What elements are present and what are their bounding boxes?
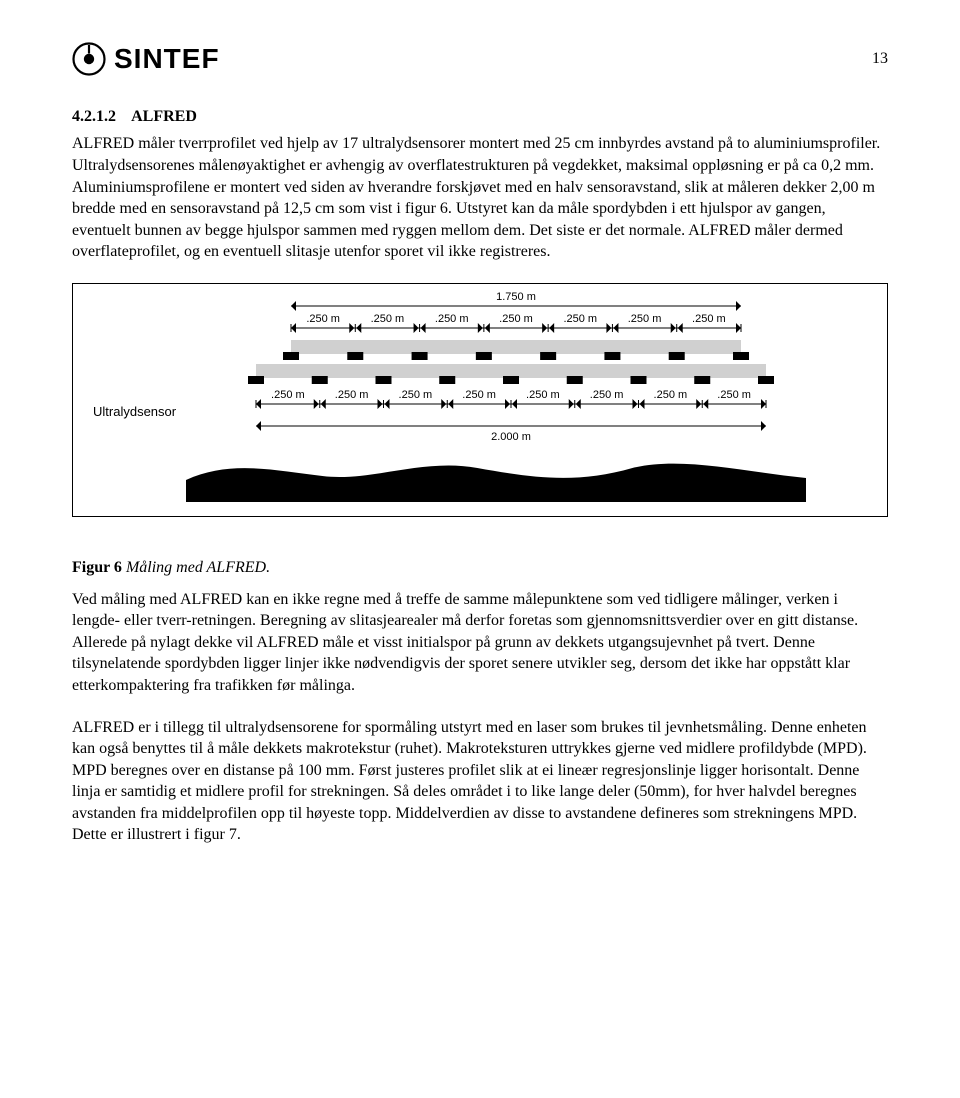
page-number: 13 bbox=[872, 48, 888, 70]
section-heading: 4.2.1.2 ALFRED bbox=[72, 106, 888, 128]
svg-text:.250 m: .250 m bbox=[335, 389, 369, 401]
section-title: ALFRED bbox=[131, 108, 197, 125]
svg-text:.250 m: .250 m bbox=[717, 389, 751, 401]
paragraph-3: ALFRED er i tillegg til ultralydsensoren… bbox=[72, 717, 888, 847]
sintef-logo: SINTEF bbox=[72, 40, 220, 78]
page-header: SINTEF 13 bbox=[72, 40, 888, 78]
svg-text:.250 m: .250 m bbox=[692, 313, 726, 325]
svg-text:.250 m: .250 m bbox=[306, 313, 340, 325]
svg-text:.250 m: .250 m bbox=[564, 313, 598, 325]
figure-6-inner: Ultralydsensor 1.750 m .250 m .250 m .250 m… bbox=[93, 292, 867, 502]
paragraph-2: Ved måling med ALFRED kan en ikke regne … bbox=[72, 589, 888, 697]
figure-6-container: Ultralydsensor 1.750 m .250 m .250 m .250 m… bbox=[72, 283, 888, 517]
svg-text:1.750 m: 1.750 m bbox=[496, 292, 536, 303]
svg-text:.250 m: .250 m bbox=[271, 389, 305, 401]
svg-text:.250 m: .250 m bbox=[654, 389, 688, 401]
paragraph-1: ALFRED måler tverrprofilet ved hjelp av … bbox=[72, 133, 888, 263]
svg-text:.250 m: .250 m bbox=[399, 389, 433, 401]
svg-text:.250 m: .250 m bbox=[435, 313, 469, 325]
svg-text:2.000 m: 2.000 m bbox=[491, 431, 531, 443]
svg-text:.250 m: .250 m bbox=[628, 313, 662, 325]
figure-6-caption: Figur 6 Måling med ALFRED. bbox=[72, 557, 888, 579]
svg-text:.250 m: .250 m bbox=[462, 389, 496, 401]
svg-text:.250 m: .250 m bbox=[590, 389, 624, 401]
svg-text:.250 m: .250 m bbox=[526, 389, 560, 401]
sintef-logo-icon bbox=[72, 42, 106, 76]
sintef-logo-text: SINTEF bbox=[114, 40, 220, 78]
ultrasonic-sensor-label: Ultralydsensor bbox=[93, 403, 176, 421]
svg-text:.250 m: .250 m bbox=[371, 313, 405, 325]
figure-6-caption-label: Figur 6 bbox=[72, 559, 122, 576]
section-number: 4.2.1.2 bbox=[72, 108, 116, 125]
svg-text:.250 m: .250 m bbox=[499, 313, 533, 325]
figure-6-caption-text: Måling med ALFRED. bbox=[122, 559, 270, 576]
figure-6-diagram: 1.750 m .250 m .250 m .250 m .250 m .250 m .25… bbox=[186, 292, 806, 502]
